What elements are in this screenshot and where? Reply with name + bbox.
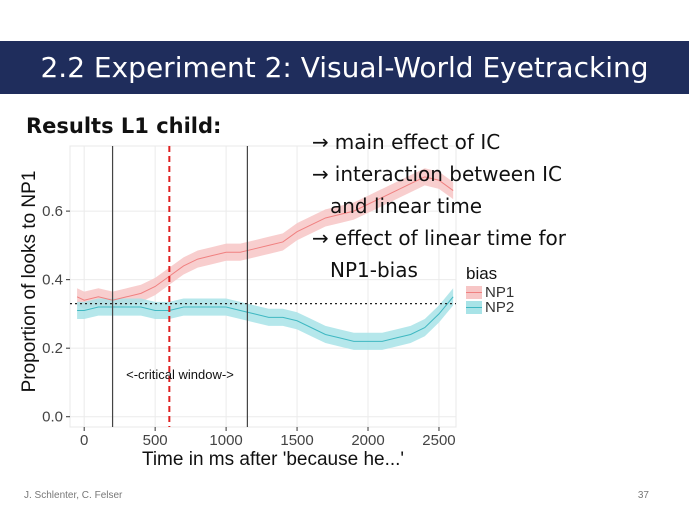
x-axis-title: Time in ms after 'because he...': [142, 449, 404, 470]
y-axis-title: Proportion of looks to NP1: [19, 171, 40, 393]
y-tick-label: 0.4: [42, 272, 63, 289]
x-tick-label: 1500: [280, 432, 313, 449]
reference-lines: [70, 146, 456, 427]
arrow-icon: →: [312, 226, 329, 250]
x-tick-label: 2000: [351, 432, 384, 449]
y-tick-label: 0.0: [42, 409, 63, 426]
findings-list: → main effect of IC → interaction between …: [312, 126, 612, 286]
finding-item: → main effect of IC: [312, 130, 501, 154]
band-np1: [77, 168, 454, 309]
finding-item-continuation: and linear time: [330, 194, 483, 218]
footer-authors: J. Schlenter, C. Felser: [24, 490, 123, 501]
finding-item-continuation: NP1-bias: [330, 258, 418, 282]
y-tick-label: 0.6: [42, 203, 63, 220]
critical-window-annotation: <-critical window->: [126, 367, 234, 382]
line-np1: [76, 176, 454, 301]
line-np2: [77, 296, 454, 342]
plot-grid: [70, 146, 456, 427]
arrow-icon: →: [312, 130, 329, 154]
y-tick-labels: 0.0 0.2 0.4 0.6: [42, 203, 70, 426]
page-number: 37: [637, 490, 649, 501]
legend-label-np2: NP2: [485, 299, 514, 316]
x-tick-label: 0: [80, 432, 88, 449]
x-tick-label: 2500: [422, 432, 455, 449]
legend-title: bias: [466, 264, 497, 283]
series-lines: [76, 176, 454, 342]
results-heading: Results L1 child:: [26, 114, 222, 138]
finding-item: → effect of linear time for: [312, 226, 566, 250]
x-tick-label: 500: [143, 432, 168, 449]
y-tick-label: 0.2: [42, 340, 63, 357]
slide-title: 2.2 Experiment 2: Visual-World Eyetracki…: [0, 41, 689, 94]
x-tick-labels: 0 500 1000 1500 2000 2500: [80, 427, 456, 449]
finding-item: → interaction between IC: [312, 162, 562, 186]
legend-label-np1: NP1: [485, 284, 514, 301]
arrow-icon: →: [312, 162, 329, 186]
x-tick-label: 1000: [209, 432, 242, 449]
